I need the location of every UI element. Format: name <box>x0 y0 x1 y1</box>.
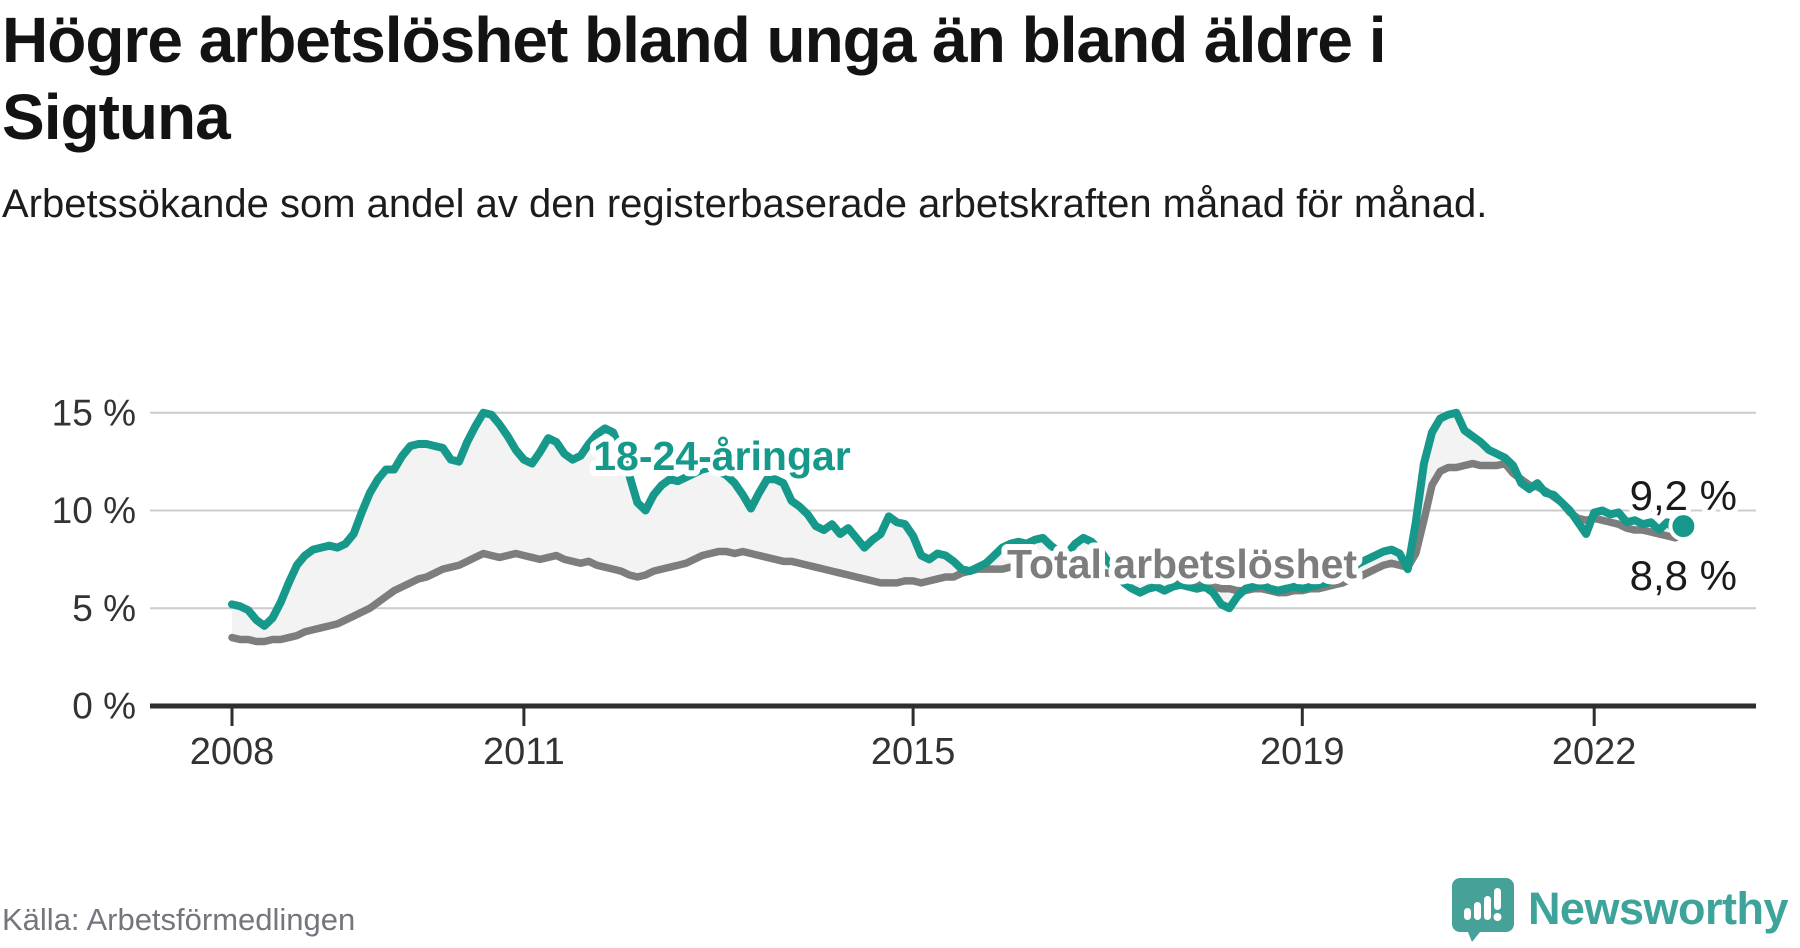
x-axis-tick-label: 2015 <box>871 731 956 773</box>
total-series-label: Total arbetslöshet <box>1007 541 1357 587</box>
youth-end-dot <box>1668 511 1699 542</box>
y-axis-tick-label: 5 % <box>72 588 136 629</box>
total-line <box>228 459 1688 646</box>
youth-series-label: 18-24-åringar <box>593 433 851 479</box>
source-caption: Källa: Arbetsförmedlingen <box>2 902 356 937</box>
x-axis-tick-label: 2019 <box>1260 731 1345 773</box>
y-axis-tick-label: 0 % <box>72 686 136 727</box>
newsworthy-wordmark: Newsworthy <box>1527 883 1789 934</box>
area-between-series <box>232 412 1684 642</box>
x-axis-tick-label: 2008 <box>190 731 275 773</box>
page-title: Högre arbetslöshet bland unga än bland ä… <box>2 4 1387 153</box>
x-axis-tick-label: 2011 <box>483 731 565 773</box>
youth-end-value-label: 9,2 % <box>1630 472 1737 519</box>
total-end-value-label: 8,8 % <box>1630 552 1737 599</box>
x-axis-tick-label: 2022 <box>1552 731 1637 773</box>
newsworthy-logo-icon <box>1451 878 1514 942</box>
newsworthy-logo: Newsworthy <box>1451 876 1789 942</box>
logo-bubble <box>1451 878 1514 942</box>
youth-line <box>228 408 1688 630</box>
y-axis-tick-label: 15 % <box>52 392 136 433</box>
page-subtitle: Arbetssökande som andel av den registerb… <box>2 182 1488 226</box>
y-axis-tick-label: 10 % <box>52 490 136 531</box>
